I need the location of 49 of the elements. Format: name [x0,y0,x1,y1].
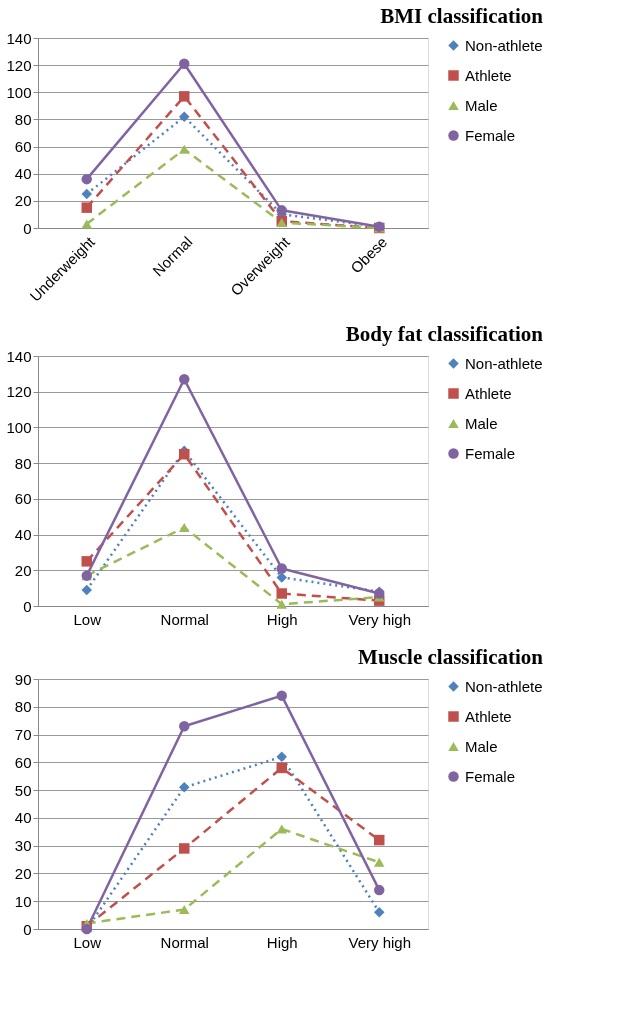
y-tick-label: 0 [23,920,32,938]
y-tick-label: 0 [23,597,32,615]
legend-label: Athlete [465,384,512,402]
y-tick-label: 70 [14,726,32,744]
legend-label: Non-athlete [465,677,543,695]
y-tick-label: 20 [14,864,32,882]
y-tick-label: 120 [6,56,32,74]
chart-title: Body fat classification [345,322,544,346]
y-tick-label: 140 [6,29,32,47]
x-tick-label: Very high [348,933,412,951]
x-tick-label: Low [73,933,102,951]
y-tick-label: 20 [14,192,32,210]
y-tick-label: 0 [23,219,32,237]
y-tick-label: 60 [14,138,32,156]
x-tick-label: Normal [160,610,209,628]
legend-label: Male [465,414,498,432]
legend-label: Non-athlete [465,36,543,54]
y-tick-label: 100 [6,418,32,436]
x-tick-label: High [266,933,298,951]
legend-label: Male [465,96,498,114]
y-tick-label: 30 [14,837,32,855]
y-tick-label: 40 [14,809,32,827]
y-tick-label: 60 [14,753,32,771]
x-tick-label: Normal [160,933,209,951]
y-tick-label: 40 [14,526,32,544]
y-tick-label: 20 [14,561,32,579]
y-tick-label: 140 [6,347,32,365]
y-tick-label: 60 [14,490,32,508]
y-tick-label: 40 [14,165,32,183]
y-tick-label: 90 [14,670,32,688]
chart-title: BMI classification [380,4,544,28]
legend-label: Female [465,767,516,785]
x-tick-label: High [266,610,298,628]
legend-label: Athlete [465,707,512,725]
y-tick-label: 10 [14,892,32,910]
y-tick-label: 80 [14,698,32,716]
chart-title: Muscle classification [358,645,544,669]
x-tick-label: Low [73,610,102,628]
legend-label: Athlete [465,66,512,84]
x-tick-label: Very high [348,610,412,628]
legend-label: Non-athlete [465,354,543,372]
legend-label: Male [465,737,498,755]
y-tick-label: 120 [6,383,32,401]
y-tick-label: 80 [14,110,32,128]
legend-label: Female [465,444,516,462]
y-tick-label: 100 [6,83,32,101]
y-tick-label: 80 [14,454,32,472]
y-tick-label: 50 [14,781,32,799]
legend-label: Female [465,126,516,144]
